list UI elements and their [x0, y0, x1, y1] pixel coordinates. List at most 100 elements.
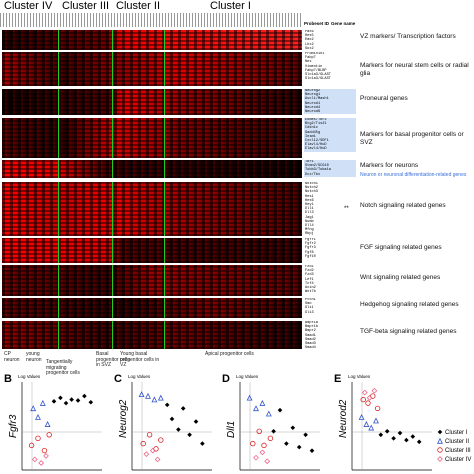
- annotation: Neuron or neuronal differentiation-relat…: [360, 172, 467, 178]
- point: [366, 394, 373, 401]
- point: [259, 449, 266, 456]
- group-label: VZ markers/ Transcription factors: [360, 33, 456, 40]
- group-label: Wnt signaling related genes: [360, 273, 441, 281]
- point: [374, 405, 381, 412]
- panel-letter: E: [334, 373, 341, 385]
- gene-name: Neurog1: [304, 93, 356, 98]
- gene-name: Smo: [305, 302, 312, 307]
- heatmap-texture: [2, 118, 302, 158]
- heatmap-block: [2, 298, 302, 318]
- point: [365, 400, 371, 406]
- gene-name: Prominin1: [305, 52, 325, 56]
- point: [43, 453, 49, 459]
- cell-type: Basal progenitor cells in SVZ: [96, 351, 130, 368]
- cluster-header: Cluster II: [116, 0, 161, 12]
- point: [384, 428, 390, 434]
- gene-name: Cxcl12/SDF1: [304, 139, 356, 144]
- heatmap-texture: [2, 238, 302, 263]
- gene-name: Fabp7/BLBP: [305, 68, 327, 73]
- cluster-divider: [112, 182, 113, 236]
- gene-name: Btg2/Tis21: [304, 122, 356, 127]
- cluster-divider: [164, 52, 165, 86]
- gene-header: Gene name: [331, 21, 356, 26]
- gene-name: Elavl4/HuD: [304, 147, 356, 152]
- point: [46, 432, 52, 438]
- point: [360, 396, 366, 403]
- gene-name: Axin2: [305, 286, 316, 291]
- cluster-header: Cluster III: [62, 0, 110, 12]
- cell-type: CP neuron: [4, 351, 20, 363]
- point: [164, 402, 170, 408]
- point: [296, 444, 302, 450]
- point: [28, 442, 35, 449]
- heatmap-block: [2, 160, 302, 178]
- heatmap-texture: [2, 182, 302, 236]
- point: [44, 421, 51, 427]
- point: [35, 435, 41, 442]
- point: [169, 416, 175, 422]
- cluster-divider: [112, 321, 113, 349]
- point: [187, 432, 192, 438]
- point: [200, 441, 205, 446]
- legend-label: Cluster IV: [445, 457, 471, 463]
- scatter-panels: B Log Values Fgfr3 C Log Values Neurog2 D Log V…: [4, 373, 471, 471]
- point: [63, 400, 69, 406]
- cluster-divider: [164, 238, 165, 263]
- cluster-divider: [164, 182, 165, 236]
- legend-marker: [437, 437, 443, 444]
- cluster-divider: [112, 30, 113, 50]
- gene-name: Pax6: [305, 30, 314, 34]
- cluster-divider: [164, 160, 165, 178]
- panel-letter: D: [222, 373, 230, 385]
- heatmap-texture: [2, 265, 302, 296]
- point: [261, 442, 267, 449]
- gene-name: Tcf4: [305, 281, 314, 286]
- cluster-divider: [164, 321, 165, 349]
- gene-name: Rbpj: [305, 232, 314, 236]
- gene-name: Gadd45g: [304, 130, 356, 135]
- point: [371, 387, 378, 394]
- point: [361, 389, 368, 396]
- point: [180, 406, 186, 411]
- cell-type: Apical progenitor cells: [205, 351, 254, 357]
- gene-name: Slc1a3/GLAST: [305, 77, 331, 82]
- annotation: **: [344, 206, 349, 212]
- cluster-divider: [112, 298, 113, 318]
- heatmap-block: [2, 30, 302, 50]
- cluster-divider: [112, 52, 113, 86]
- group-label: Markers for neurons: [360, 162, 419, 169]
- gene-name: Gli1: [305, 306, 314, 311]
- gene-name: Dcx/Tbx: [304, 172, 356, 177]
- cluster-divider: [58, 160, 59, 178]
- legend-marker: [437, 429, 443, 435]
- heatmap-block: [2, 238, 302, 263]
- point: [69, 397, 74, 402]
- cluster-header: Cluster I: [210, 0, 251, 12]
- gene-list: Prominin1 Fabp7 Nes Vimentin Fabp7/BLBP Slc1a…: [304, 52, 356, 86]
- gene-name: Fabp7: [305, 56, 316, 61]
- gene-name: Smad4: [305, 346, 316, 349]
- heatmap-texture: [2, 298, 302, 318]
- gene-name: Bmpr2: [305, 329, 316, 334]
- gene-name: Fgfr3: [305, 246, 316, 251]
- legend-marker: [437, 447, 443, 453]
- heatmap-block: [2, 265, 302, 296]
- axis-label: Log Values: [18, 374, 41, 379]
- gene-name: Fgfr1: [305, 238, 316, 242]
- heatmap-block: [2, 182, 302, 236]
- point: [88, 399, 94, 405]
- gene-list: Tbr1 Stmn2/SCG10 Tubb3/Tuba1a Dcx/Tbx: [304, 160, 356, 178]
- heatmap-texture: [2, 89, 302, 115]
- point: [75, 398, 81, 403]
- group-label: TGF-beta signaling related genes: [360, 328, 457, 335]
- gene-name: Lef1: [305, 277, 314, 282]
- point: [259, 399, 266, 406]
- point: [368, 424, 375, 431]
- point: [373, 417, 379, 424]
- cluster-divider: [58, 118, 59, 158]
- point: [250, 440, 256, 447]
- gene-name: Hes1: [305, 194, 314, 199]
- point: [309, 448, 315, 453]
- gene-name: Neurod4: [304, 105, 356, 111]
